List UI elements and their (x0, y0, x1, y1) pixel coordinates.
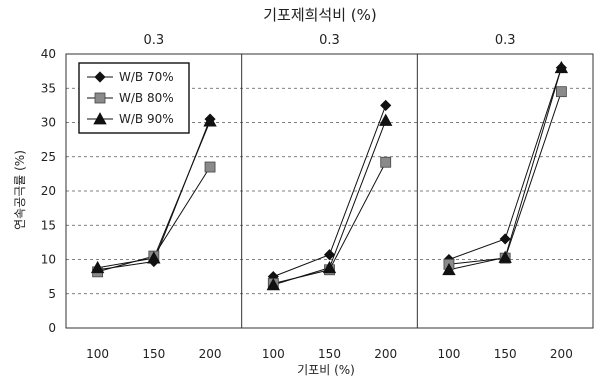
y-tick-label: 25 (41, 150, 56, 164)
y-axis-label: 연속공극률 (%) (13, 150, 27, 230)
y-tick-labels: 0 5 10 15 20 25 30 35 40 (41, 47, 56, 335)
legend-marker (94, 92, 106, 104)
x-tick-label: 200 (374, 347, 397, 361)
data-point (90, 260, 105, 274)
panel-label: 0.3 (143, 33, 164, 48)
legend-label: W/B 80% (119, 91, 174, 105)
legend-marker (93, 112, 107, 125)
legend-marker (94, 71, 106, 83)
plot-border (65, 53, 594, 329)
x-tick-label: 200 (199, 347, 222, 361)
x-tick-label: 100 (438, 347, 461, 361)
x-tick-labels: 100 150 200 100 150 200 100 150 200 (86, 347, 573, 361)
data-point (323, 249, 336, 261)
x-tick-label: 100 (262, 347, 285, 361)
y-tick-label: 0 (48, 321, 56, 335)
y-tick-label: 40 (41, 47, 56, 61)
y-tick-label: 5 (48, 287, 56, 301)
x-tick-label: 150 (494, 347, 517, 361)
y-tick-label: 10 (41, 253, 56, 267)
plot-frame (65, 53, 594, 329)
data-point (266, 278, 280, 291)
data-point (555, 86, 567, 98)
data-point (380, 156, 392, 168)
data-point (498, 250, 512, 263)
panel-label: 0.3 (319, 33, 340, 48)
data-point (379, 113, 393, 126)
data-point (499, 233, 511, 245)
y-tick-label: 30 (41, 116, 56, 130)
data-point (554, 60, 569, 74)
x-tick-label: 100 (86, 347, 109, 361)
x-tick-label: 150 (318, 347, 341, 361)
data-point (442, 262, 456, 276)
x-tick-label: 150 (142, 347, 165, 361)
y-tick-label: 15 (41, 218, 56, 232)
legend-label: W/B 70% (119, 70, 174, 84)
panel-labels: 0.3 0.3 0.3 (143, 33, 515, 48)
chart-title: 기포제희석비 (%) (263, 6, 377, 24)
y-tick-label: 20 (41, 184, 56, 198)
series-line (448, 67, 562, 260)
panel-label: 0.3 (495, 33, 516, 48)
data-point (204, 161, 216, 173)
data-point (380, 99, 392, 111)
data-point (147, 251, 161, 264)
legend-label: W/B 90% (119, 112, 174, 126)
y-tick-label: 35 (41, 81, 56, 95)
x-tick-label: 200 (550, 347, 573, 361)
x-axis-label: 기포비 (%) (297, 363, 355, 377)
series-markers (90, 60, 569, 291)
data-point (203, 114, 217, 127)
data-point (322, 260, 337, 274)
legend: W/B 70% W/B 80% W/B 90% (78, 62, 190, 134)
